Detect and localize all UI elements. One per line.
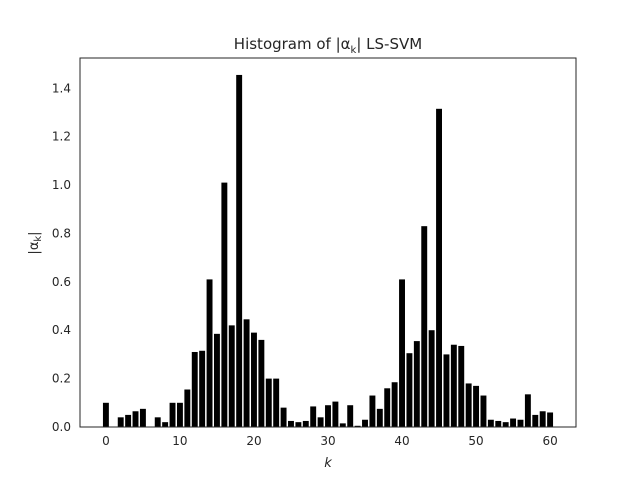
- bar-45: [436, 108, 442, 427]
- bar-33: [347, 405, 354, 427]
- x-axis-label: k: [324, 456, 332, 471]
- bar-52: [487, 419, 494, 427]
- bar-47: [450, 344, 457, 427]
- y-tick-label: 1.0: [52, 178, 71, 192]
- bar-23: [273, 378, 280, 427]
- bar-55: [510, 418, 517, 427]
- bar-50: [473, 385, 480, 427]
- bar-56: [517, 419, 524, 427]
- bar-24: [280, 407, 287, 427]
- bar-28: [310, 406, 317, 427]
- x-tick-label: 10: [172, 434, 187, 448]
- bar-54: [502, 422, 509, 427]
- bar-11: [184, 389, 191, 427]
- x-tick-label: 30: [320, 434, 335, 448]
- bar-12: [191, 351, 198, 427]
- y-tick-label: 0.0: [52, 420, 71, 434]
- bar-7: [154, 417, 161, 427]
- y-tick-label: 0.4: [52, 323, 71, 337]
- x-tick-label: 50: [468, 434, 483, 448]
- bar-18: [236, 74, 243, 427]
- bar-57: [524, 394, 531, 427]
- bar-37: [376, 408, 383, 427]
- bar-49: [465, 383, 472, 427]
- y-tick-label: 0.2: [52, 372, 71, 386]
- chart-title: Histogram of |αk| LS-SVM: [234, 35, 422, 56]
- bar-21: [258, 339, 265, 427]
- bars: [102, 74, 554, 427]
- bar-44: [428, 330, 435, 427]
- bar-22: [265, 378, 272, 427]
- bar-42: [413, 341, 420, 427]
- bar-32: [339, 423, 346, 427]
- x-tick-labels: 0 10 20 30 40 50 60: [102, 434, 558, 448]
- bar-27: [302, 420, 309, 427]
- bar-39: [391, 382, 398, 427]
- bar-16: [221, 182, 228, 427]
- bar-17: [228, 325, 235, 427]
- bar-13: [199, 350, 206, 427]
- bar-60: [547, 412, 554, 427]
- bar-19: [243, 319, 250, 427]
- bar-38: [384, 388, 391, 427]
- y-axis-label: |αk|: [27, 231, 44, 254]
- bar-15: [213, 333, 220, 427]
- y-tick-label: 0.8: [52, 226, 71, 240]
- bar-36: [369, 395, 376, 427]
- bar-41: [406, 353, 413, 427]
- bar-10: [176, 402, 183, 427]
- bar-8: [162, 422, 169, 427]
- x-tick-label: 40: [394, 434, 409, 448]
- y-tick-label: 1.4: [52, 81, 71, 95]
- bar-35: [362, 419, 368, 427]
- bar-9: [169, 402, 176, 427]
- bar-0: [102, 402, 109, 427]
- bar-43: [421, 226, 428, 427]
- bar-31: [332, 401, 339, 427]
- bar-14: [206, 279, 213, 427]
- bar-34: [354, 425, 361, 427]
- y-tick-label: 1.2: [52, 130, 71, 144]
- bar-59: [539, 411, 546, 427]
- y-tick-labels: 0.0 0.2 0.4 0.6 0.8 1.0 1.2 1.4: [52, 81, 71, 434]
- bar-25: [288, 420, 294, 427]
- bar-29: [317, 417, 324, 427]
- x-tick-label: 20: [246, 434, 261, 448]
- x-tick-label: 60: [542, 434, 557, 448]
- bar-30: [325, 405, 331, 427]
- bar-4: [132, 411, 139, 427]
- bar-48: [458, 345, 465, 427]
- bar-3: [125, 414, 132, 427]
- bar-26: [295, 422, 302, 427]
- bar-58: [532, 414, 539, 427]
- y-tick-label: 0.6: [52, 275, 71, 289]
- bar-40: [399, 279, 405, 427]
- x-tick-label: 0: [102, 434, 110, 448]
- bar-51: [480, 395, 487, 427]
- bar-46: [443, 354, 450, 427]
- bar-20: [251, 332, 257, 427]
- bar-2: [117, 417, 124, 427]
- bar-53: [495, 420, 502, 427]
- plot-frame: [79, 57, 577, 428]
- bar-5: [139, 408, 146, 427]
